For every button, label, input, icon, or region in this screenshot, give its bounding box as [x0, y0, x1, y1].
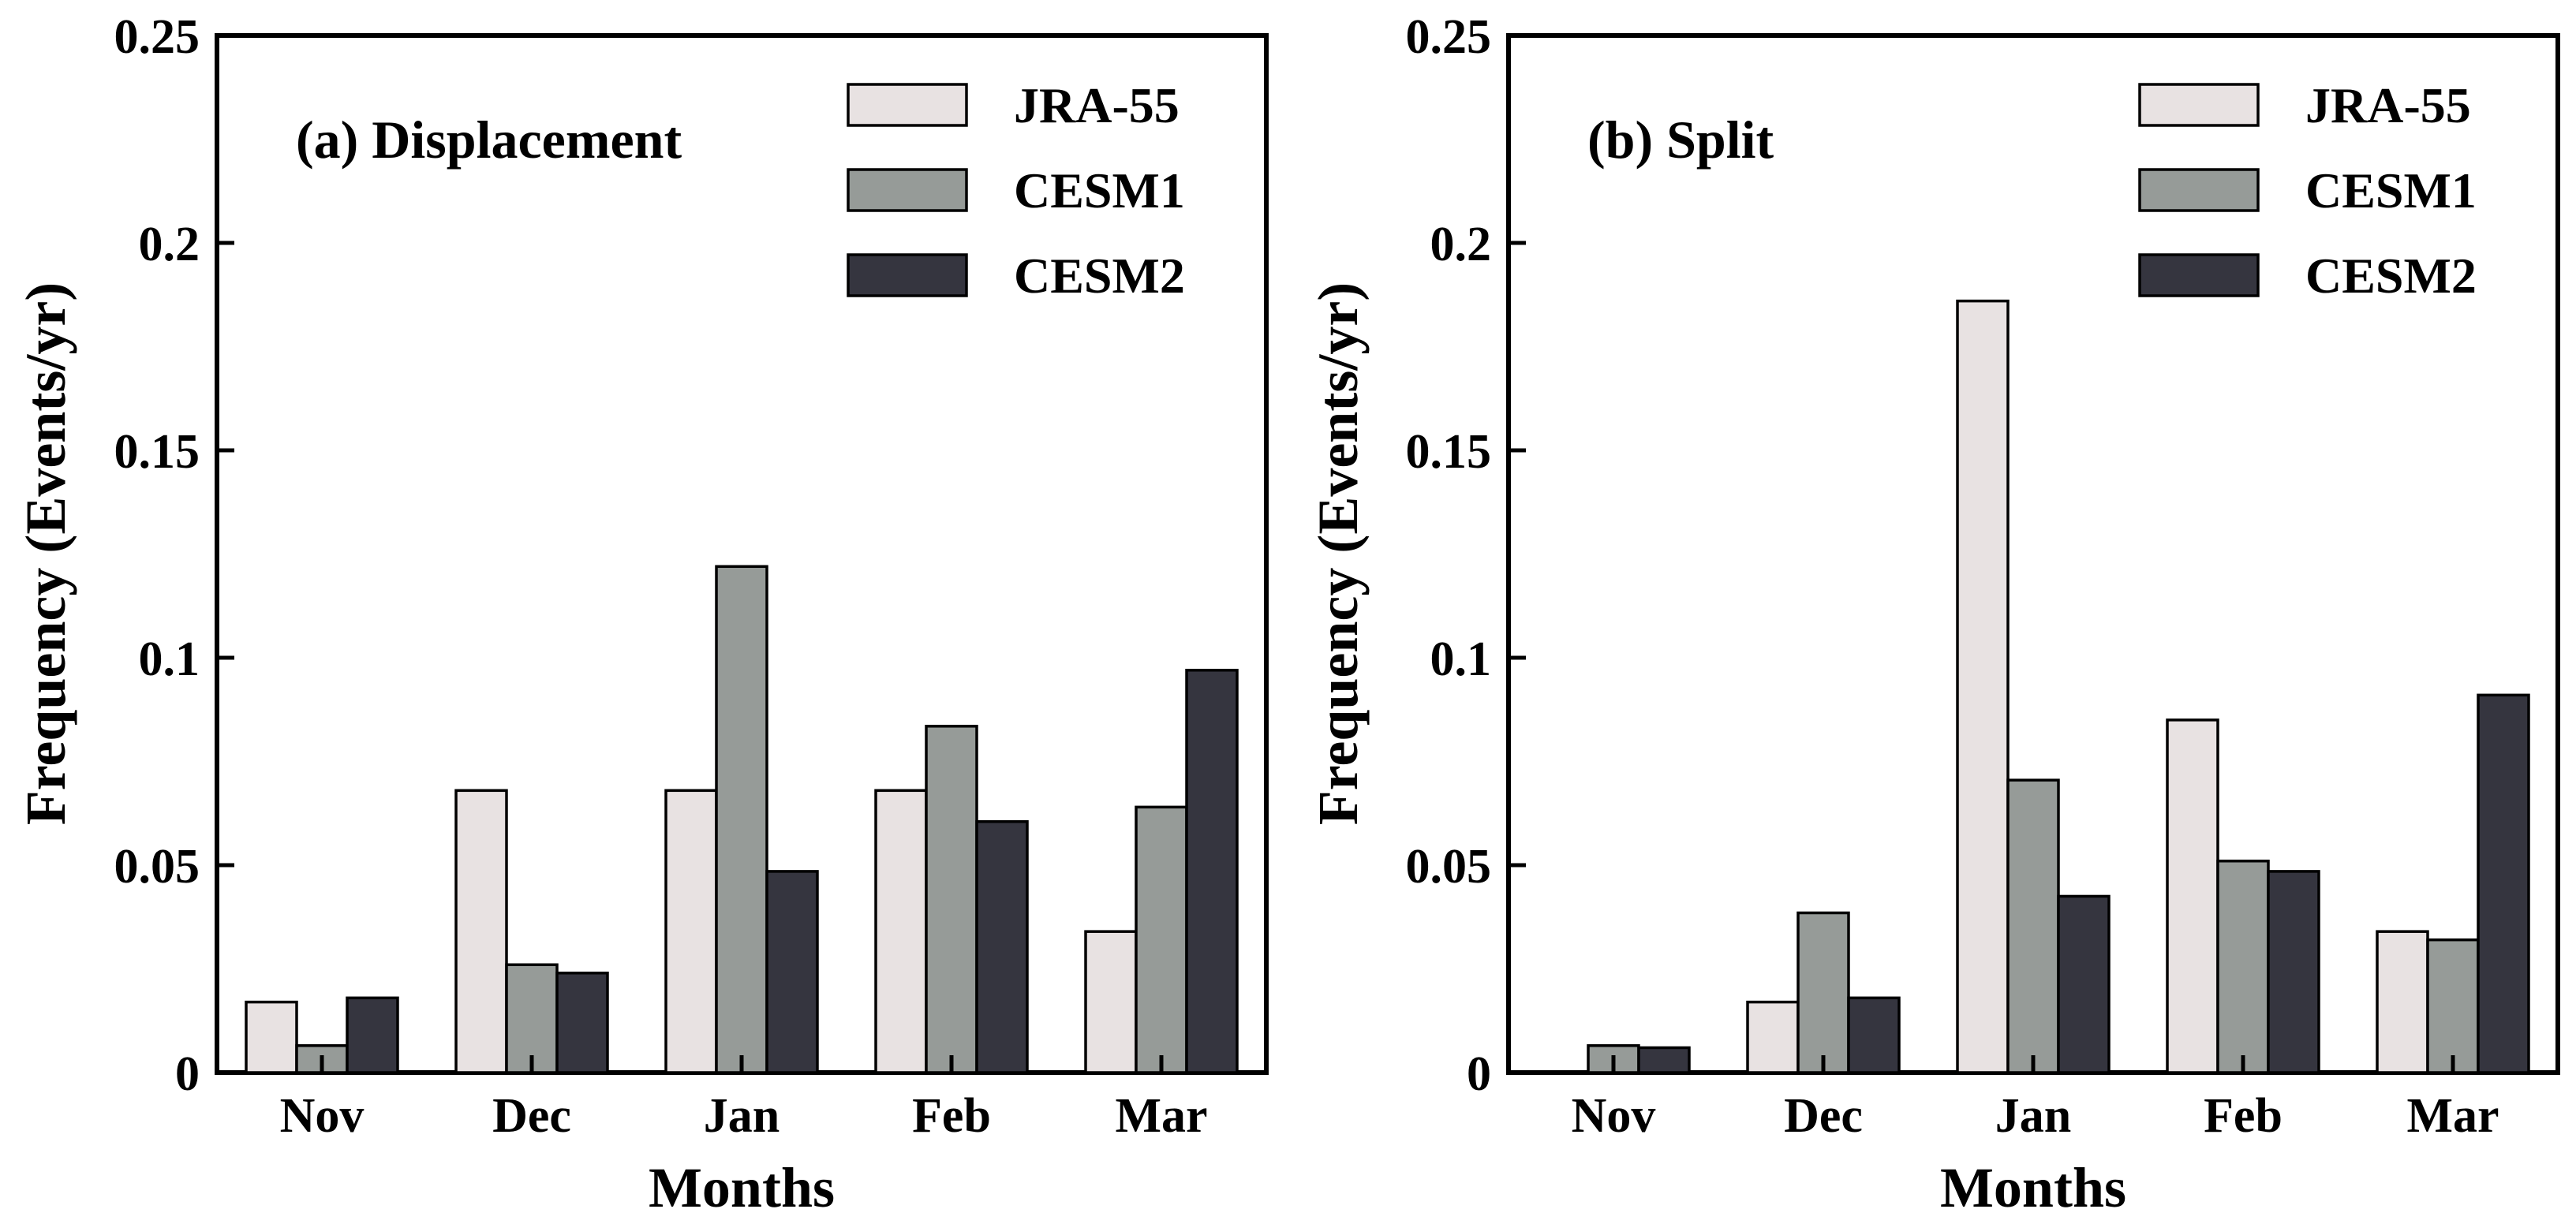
- legend: JRA-55 CESM1 CESM2: [847, 77, 1185, 304]
- x-tick-label: Feb: [912, 1089, 991, 1143]
- bar-cesm1-mar: [1135, 805, 1188, 1074]
- y-tick-label: 0.25: [114, 10, 200, 64]
- y-tick-label: 0.15: [1406, 425, 1492, 479]
- bar-cesm1-feb: [925, 725, 978, 1074]
- bar-cesm2-jan: [2057, 894, 2111, 1074]
- x-axis-label: Months: [649, 1156, 835, 1219]
- x-tick-label: Mar: [1115, 1089, 1207, 1143]
- legend-swatch-jra-55: [847, 83, 968, 127]
- x-tick-label: Mar: [2406, 1089, 2499, 1143]
- y-tick-label: 0.1: [1430, 633, 1492, 686]
- x-tick-label: Jan: [704, 1089, 780, 1143]
- legend: JRA-55 CESM1 CESM2: [2138, 77, 2477, 304]
- legend-swatch-jra-55: [2138, 83, 2260, 127]
- bar-cesm2-dec: [555, 972, 609, 1074]
- bar-cesm2-feb: [2267, 870, 2320, 1074]
- bar-jra-55-dec: [1746, 1000, 1800, 1074]
- bar-jra-55-jan: [1956, 299, 2010, 1074]
- bar-cesm1-mar: [2426, 938, 2480, 1074]
- bar-cesm2-dec: [1847, 996, 1901, 1074]
- bar-cesm2-feb: [975, 820, 1029, 1074]
- bar-jra-55-jan: [664, 789, 718, 1074]
- legend-swatch-cesm2: [2138, 253, 2260, 297]
- x-tick-label: Nov: [280, 1089, 365, 1143]
- legend-swatch-cesm1: [847, 168, 968, 212]
- y-tick-label: 0.15: [114, 425, 200, 479]
- y-tick-label: 0.25: [1406, 10, 1492, 64]
- legend-label: JRA-55: [1014, 77, 1180, 133]
- x-tick-label: Jan: [1995, 1089, 2071, 1143]
- bar-jra-55-feb: [2166, 718, 2219, 1074]
- bar-cesm1-feb: [2216, 859, 2270, 1074]
- bar-jra-55-nov: [245, 1000, 298, 1074]
- bar-cesm1-dec: [1796, 911, 1850, 1074]
- legend-label: CESM2: [1014, 248, 1185, 304]
- bar-cesm2-mar: [2477, 693, 2530, 1074]
- x-tick-label: Feb: [2204, 1089, 2283, 1143]
- legend-label: JRA-55: [2305, 77, 2471, 133]
- panel-split: 0 0.05 0.1 0.15 0.2 0.25 Nov Dec Jan Feb Mar (b) …: [1307, 10, 2560, 1219]
- bar-cesm1-jan: [2006, 778, 2060, 1074]
- y-tick-label: 0.2: [139, 218, 200, 271]
- x-tick-label: Nov: [1572, 1089, 1656, 1143]
- bar-jra-55-mar: [2376, 930, 2429, 1074]
- bar-cesm1-jan: [715, 565, 768, 1074]
- panel-title: (a) Displacement: [296, 110, 682, 170]
- legend-label: CESM1: [1014, 162, 1185, 218]
- panel-displacement: 0 0.05 0.1 0.15 0.2 0.25 Nov Dec Jan Feb Mar (a) …: [14, 10, 1269, 1219]
- y-tick-label: 0.2: [1430, 218, 1492, 271]
- bar-cesm2-nov: [1637, 1046, 1691, 1074]
- legend-swatch-cesm1: [2138, 168, 2260, 212]
- bar-jra-55-feb: [874, 789, 928, 1074]
- bar-cesm2-jan: [765, 870, 819, 1074]
- legend-label: CESM1: [2305, 162, 2477, 218]
- bar-jra-55-mar: [1084, 930, 1138, 1074]
- bar-cesm2-mar: [1185, 669, 1239, 1074]
- y-tick-label: 0.1: [139, 633, 200, 686]
- y-tick-label: 0.05: [1406, 840, 1492, 894]
- panel-title: (b) Split: [1587, 110, 1774, 170]
- y-axis-label: Frequency (Events/yr): [1307, 282, 1370, 826]
- y-tick-label: 0.05: [114, 840, 200, 894]
- x-axis-label: Months: [1940, 1156, 2126, 1219]
- y-tick-label: 0: [1467, 1047, 1491, 1101]
- x-tick-label: Dec: [492, 1089, 571, 1143]
- legend-label: CESM2: [2305, 248, 2477, 304]
- bar-cesm2-nov: [346, 996, 399, 1074]
- x-tick-label: Dec: [1784, 1089, 1863, 1143]
- y-tick-label: 0: [175, 1047, 200, 1101]
- bar-jra-55-dec: [454, 789, 508, 1074]
- legend-swatch-cesm2: [847, 253, 968, 297]
- y-axis-label: Frequency (Events/yr): [14, 282, 77, 826]
